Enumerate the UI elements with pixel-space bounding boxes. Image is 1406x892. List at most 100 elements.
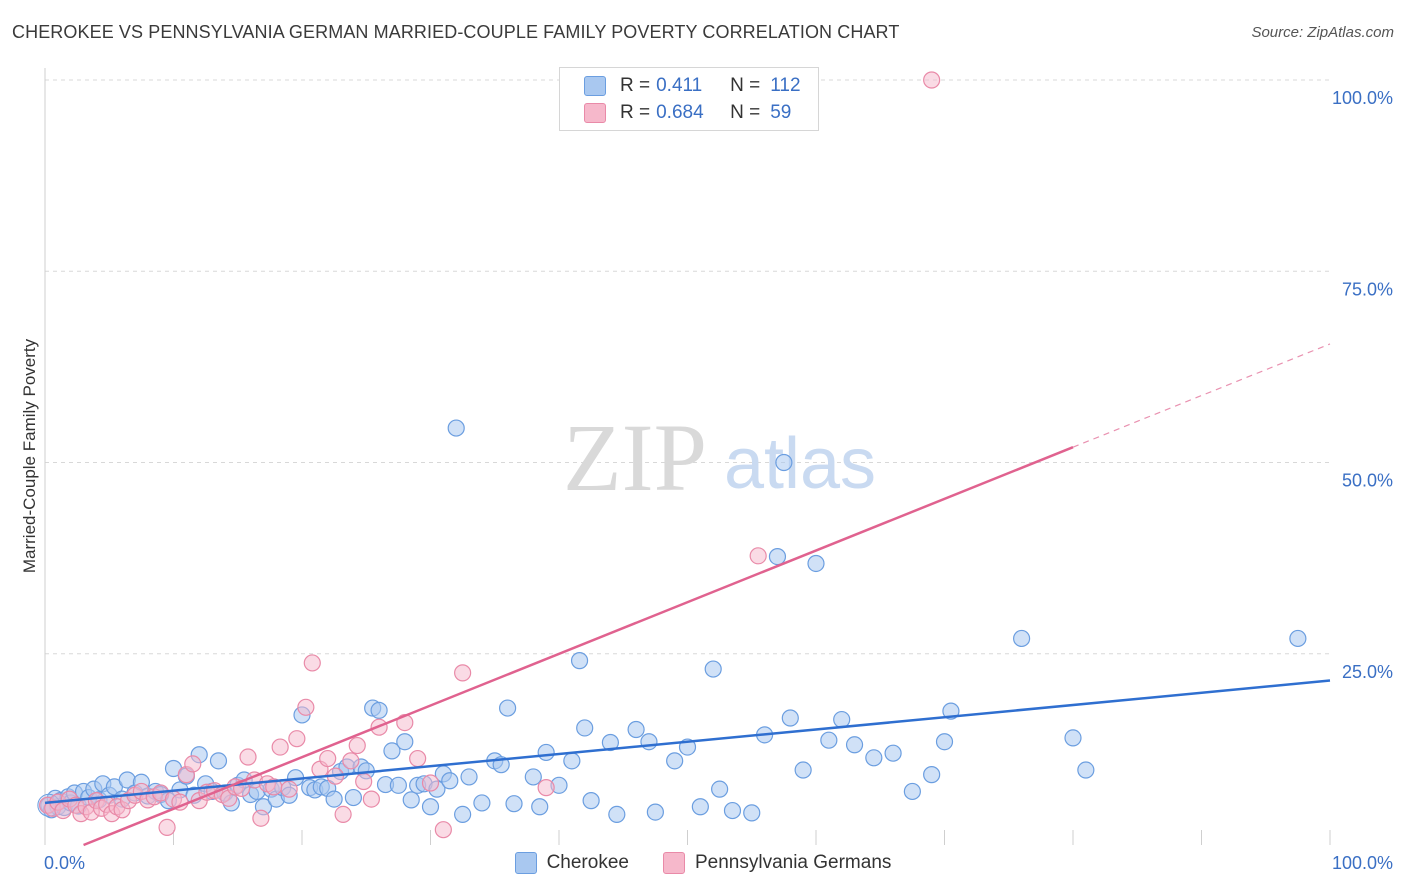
legend-item-cherokee: Cherokee — [514, 852, 629, 874]
cherokee-point — [576, 719, 594, 737]
gridlines — [45, 79, 1330, 655]
cherokee-point — [563, 752, 581, 770]
german-point — [334, 805, 352, 824]
cherokee-point — [454, 805, 472, 824]
cherokee-point — [421, 798, 440, 816]
cherokee-point — [627, 720, 645, 739]
cherokee-point — [691, 798, 709, 816]
german-point — [537, 779, 555, 797]
trend-lines — [44, 343, 1331, 847]
cherokee-point — [781, 709, 799, 727]
y-tick-label: 50.0% — [1342, 471, 1393, 491]
german-point — [421, 774, 440, 792]
cherokee-point — [209, 752, 228, 770]
source-credit: Source: ZipAtlas.com — [1251, 24, 1394, 41]
german-point — [158, 818, 176, 837]
cherokee-point — [460, 768, 478, 786]
cherokee-point — [1289, 629, 1307, 648]
german-swatch — [584, 103, 606, 123]
watermark-zip: ZIP — [563, 404, 707, 511]
cherokee-point — [884, 744, 902, 762]
german-point — [348, 736, 366, 755]
legend-label-german: Pennsylvania Germans — [694, 852, 892, 873]
german-point — [434, 821, 452, 839]
cherokee-point — [923, 766, 941, 784]
cherokee-point — [524, 768, 542, 786]
cherokee-point — [1012, 629, 1031, 648]
german-point — [749, 547, 767, 565]
cherokee-point — [1064, 729, 1082, 747]
cherokee-point — [768, 547, 787, 566]
cherokee-point — [531, 798, 549, 816]
y-tick-label: 75.0% — [1342, 279, 1393, 299]
german-point — [409, 749, 427, 768]
cherokee-point — [935, 733, 954, 751]
axes — [44, 68, 1331, 845]
cherokee-point — [344, 788, 362, 807]
x-tick-label: 100.0% — [1332, 853, 1393, 873]
cherokee-point — [666, 752, 684, 770]
german-trend-extension — [1072, 343, 1331, 448]
german-point — [923, 71, 941, 89]
cherokee-swatch — [514, 852, 537, 874]
cherokee-point — [370, 701, 388, 719]
cherokee-point — [1077, 761, 1095, 779]
cherokee-point — [807, 554, 825, 573]
cherokee-point — [640, 733, 658, 751]
legend-r-label: R = — [620, 75, 651, 96]
legend-row-cherokee: R = 0.411 N = 112 — [584, 74, 801, 98]
german-trend-line — [83, 446, 1074, 847]
cherokee-point — [582, 792, 600, 810]
legend-n-value: 112 — [770, 75, 801, 96]
cherokee-point — [396, 733, 414, 751]
legend-label-cherokee: Cherokee — [546, 852, 629, 873]
cherokee-point — [383, 742, 401, 760]
german-point — [342, 752, 360, 770]
cherokee-point — [775, 453, 793, 472]
series-pennsylvania-germans — [38, 71, 941, 839]
cherokee-point — [794, 761, 812, 779]
legend-r-label: R = — [620, 102, 651, 123]
cherokee-point — [903, 782, 921, 801]
german-point — [297, 698, 315, 716]
cherokee-trend-line — [44, 679, 1331, 805]
cherokee-point — [704, 660, 722, 678]
cherokee-point — [441, 772, 459, 790]
y-axis-label: Married-Couple Family Poverty — [20, 338, 39, 574]
cherokee-point — [537, 743, 555, 762]
cherokee-point — [402, 791, 420, 809]
cherokee-point — [499, 699, 517, 717]
german-point — [280, 780, 298, 798]
y-tick-label: 25.0% — [1342, 662, 1393, 682]
german-point — [319, 749, 337, 768]
cherokee-swatch — [584, 76, 606, 96]
cherokee-point — [325, 790, 343, 808]
cherokee-point — [473, 794, 491, 812]
legend-item-german: Pennsylvania Germans — [662, 852, 892, 874]
german-point — [184, 755, 202, 773]
cherokee-point — [608, 805, 626, 824]
cherokee-point — [711, 780, 729, 798]
cherokee-point — [601, 733, 620, 752]
cherokee-point — [389, 776, 407, 794]
german-point — [252, 809, 270, 827]
legend-n-value: 59 — [770, 102, 792, 123]
series-legend: Cherokee Pennsylvania Germans — [0, 852, 1406, 874]
cherokee-point — [833, 710, 851, 729]
legend-row-german: R = 0.684 N = 59 — [584, 101, 791, 125]
legend-r-value: 0.411 — [656, 75, 703, 96]
cherokee-point — [723, 801, 742, 820]
cherokee-point — [865, 749, 883, 767]
chart-title: CHEROKEE VS PENNSYLVANIA GERMAN MARRIED-… — [12, 22, 900, 42]
watermark: ZIP atlas — [563, 404, 876, 511]
cherokee-point — [743, 804, 761, 822]
german-point — [355, 772, 373, 791]
correlation-legend: R = 0.411 N = 112 R = 0.684 N = 59 — [559, 67, 819, 131]
cherokee-point — [845, 736, 864, 754]
german-point — [271, 738, 289, 756]
cherokee-point — [505, 795, 523, 813]
cherokee-point — [447, 419, 465, 437]
german-point — [288, 730, 306, 748]
watermark-atlas: atlas — [724, 424, 876, 504]
tick-labels: 25.0% 50.0% 75.0% 100.0% 0.0% 100.0% — [44, 88, 1393, 873]
